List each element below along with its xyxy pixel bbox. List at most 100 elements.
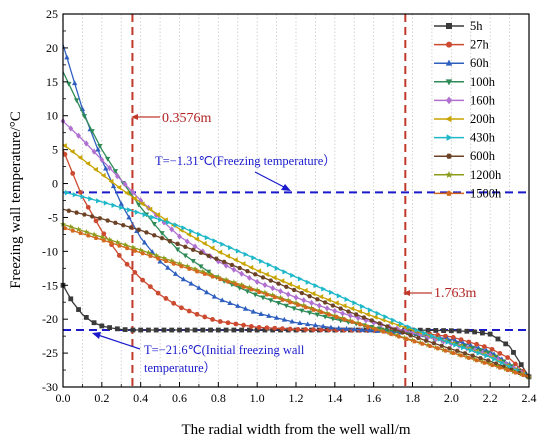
data-point	[489, 362, 495, 368]
data-point	[425, 327, 431, 333]
data-point	[495, 336, 501, 342]
x-tick-label: 0.8	[211, 391, 226, 405]
x-tick-label: 0.6	[172, 391, 187, 405]
data-point	[431, 341, 437, 346]
data-point	[454, 348, 460, 353]
legend-label: 430h	[470, 131, 496, 145]
data-point	[287, 299, 293, 305]
data-point	[149, 249, 155, 254]
data-point	[241, 322, 246, 328]
data-point	[331, 312, 338, 319]
data-point	[83, 140, 89, 147]
data-point	[242, 305, 249, 311]
data-point	[225, 279, 231, 284]
data-point	[260, 275, 266, 280]
data-point	[378, 327, 385, 333]
annotation-freezing-temp: T=−1.31℃(Freezing temperature）	[155, 154, 336, 191]
data-point	[231, 266, 237, 273]
data-point	[83, 315, 89, 320]
legend-label: 600h	[470, 149, 496, 163]
data-point	[212, 238, 218, 244]
data-point	[155, 290, 161, 296]
data-point	[396, 334, 402, 339]
data-point	[192, 243, 198, 250]
legend-item-600h: 600h	[434, 149, 496, 163]
data-point	[307, 294, 312, 299]
data-point	[250, 308, 256, 314]
data-point	[446, 134, 453, 141]
data-point	[168, 257, 175, 264]
data-point	[105, 218, 111, 223]
data-point	[114, 172, 120, 180]
data-point	[241, 284, 246, 289]
data-point	[114, 326, 120, 332]
series-1500h	[62, 225, 530, 378]
legend-item-60h: 60h	[434, 56, 490, 70]
data-point	[450, 350, 456, 355]
data-point	[77, 154, 83, 161]
data-point	[489, 346, 495, 352]
data-point	[130, 189, 136, 196]
data-point	[101, 238, 107, 243]
legend-item-100h: 100h	[434, 75, 496, 89]
data-point	[184, 238, 190, 245]
data-point	[485, 350, 491, 356]
data-point	[445, 79, 453, 86]
series-line	[62, 191, 530, 378]
data-point	[446, 96, 452, 105]
data-point	[169, 226, 175, 233]
data-point	[91, 148, 97, 155]
data-point	[81, 212, 87, 217]
data-point	[208, 327, 213, 333]
data-point	[383, 314, 389, 320]
x-tick-label: 2.4	[522, 391, 537, 405]
data-point	[388, 331, 394, 337]
data-point	[85, 160, 91, 167]
data-point	[165, 264, 171, 270]
data-point	[373, 326, 378, 332]
data-point	[272, 325, 278, 331]
data-point	[204, 289, 210, 295]
data-point	[235, 248, 241, 254]
data-point	[181, 225, 187, 231]
data-point	[266, 262, 272, 268]
data-point	[209, 245, 215, 251]
data-point	[441, 328, 446, 333]
data-point	[297, 320, 303, 326]
data-point	[126, 214, 132, 220]
data-point	[314, 297, 320, 302]
data-point	[228, 244, 233, 251]
data-point	[324, 305, 330, 312]
data-point	[422, 330, 428, 336]
data-point	[464, 328, 470, 334]
data-point	[322, 314, 328, 320]
data-point	[237, 285, 243, 291]
data-point	[262, 327, 268, 333]
data-point	[157, 258, 163, 264]
data-point	[410, 329, 415, 336]
data-point	[138, 327, 144, 333]
data-point	[520, 372, 526, 377]
data-point	[159, 236, 165, 241]
data-point	[136, 227, 142, 232]
data-point	[101, 231, 107, 237]
data-point	[270, 285, 276, 292]
data-point	[145, 249, 152, 256]
data-point	[269, 292, 276, 298]
data-point	[393, 332, 400, 338]
data-point	[326, 312, 332, 317]
data-point	[73, 98, 80, 104]
data-point	[66, 81, 72, 87]
data-point	[254, 286, 261, 293]
data-point	[91, 320, 97, 326]
data-point	[103, 200, 109, 206]
data-point	[279, 278, 285, 284]
x-tick-label: 1.2	[289, 391, 304, 405]
data-point	[384, 327, 390, 333]
x-tick-label: 2.2	[483, 391, 498, 405]
data-point	[474, 357, 479, 363]
data-point	[254, 278, 260, 286]
data-point	[435, 345, 441, 351]
data-point	[246, 284, 253, 290]
data-point	[347, 312, 353, 319]
